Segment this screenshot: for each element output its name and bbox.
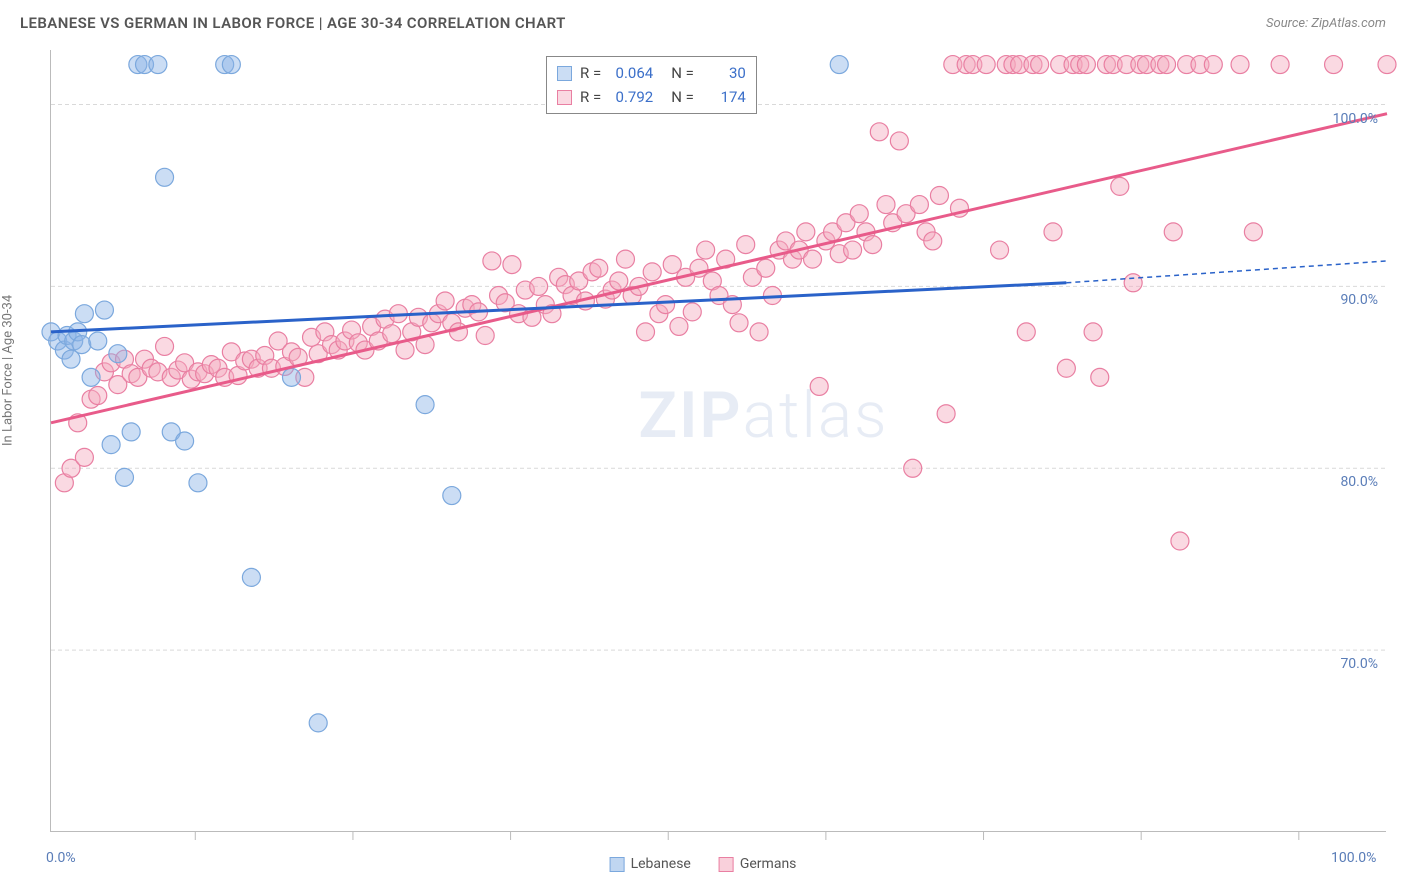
x-tick-label: 0.0% — [46, 850, 76, 866]
x-tick-label: 100.0% — [1331, 850, 1376, 866]
y-tick-label: 90.0% — [1340, 292, 1378, 308]
source-label: Source: ZipAtlas.com — [1266, 16, 1386, 31]
chart-title: LEBANESE VS GERMAN IN LABOR FORCE | AGE … — [20, 14, 566, 32]
stat-row: R =0.064N =30 — [557, 61, 746, 85]
chart-plot-area: ZIPatlas 70.0%80.0%90.0%100.0% — [50, 50, 1386, 832]
y-tick-label: 80.0% — [1340, 474, 1378, 490]
legend-item: Lebanese — [610, 856, 691, 872]
y-axis-label: In Labor Force | Age 30-34 — [1, 295, 16, 446]
stat-row: R =0.792N =174 — [557, 85, 746, 109]
correlation-stat-box: R =0.064N =30R =0.792N =174 — [546, 56, 757, 114]
legend-item: Germans — [719, 856, 797, 872]
y-tick-label: 70.0% — [1340, 656, 1378, 672]
chart-svg — [51, 50, 1386, 831]
legend: Lebanese Germans — [610, 856, 797, 872]
y-tick-label: 100.0% — [1333, 111, 1378, 127]
